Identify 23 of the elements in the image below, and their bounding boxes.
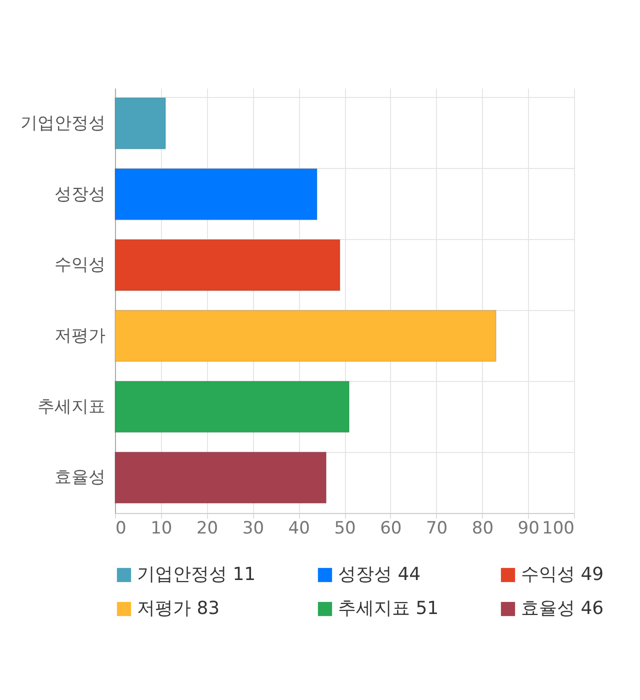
y-tick-label: 저평가 xyxy=(54,326,106,346)
x-tick-label: 0 xyxy=(116,518,126,538)
legend-label: 저평가 83 xyxy=(137,598,220,619)
y-tick-label: 기업안정성 xyxy=(20,113,106,134)
x-tick-label: 100 xyxy=(542,518,574,538)
x-tick-label: 20 xyxy=(196,518,218,538)
x-tick-label: 30 xyxy=(242,518,264,538)
legend-label: 수익성 49 xyxy=(521,564,604,585)
x-tick-label: 10 xyxy=(150,518,172,538)
legend-label: 성장성 44 xyxy=(338,564,421,585)
legend-label: 추세지표 51 xyxy=(338,598,439,619)
x-tick-label: 70 xyxy=(426,518,448,538)
y-tick-label: 수익성 xyxy=(54,255,106,276)
y-tick-label: 추세지표 xyxy=(38,396,106,417)
x-tick-label: 90 xyxy=(518,518,540,538)
y-tick-label: 효율성 xyxy=(54,468,106,488)
x-tick-label: 50 xyxy=(334,518,356,538)
y-tick-label: 성장성 xyxy=(54,184,106,204)
legend-label: 기업안정성 11 xyxy=(137,564,256,585)
x-tick-label: 40 xyxy=(288,518,310,538)
legend-label: 효율성 46 xyxy=(521,598,604,619)
x-tick-label: 80 xyxy=(472,518,494,538)
x-tick-label: 60 xyxy=(380,518,402,538)
